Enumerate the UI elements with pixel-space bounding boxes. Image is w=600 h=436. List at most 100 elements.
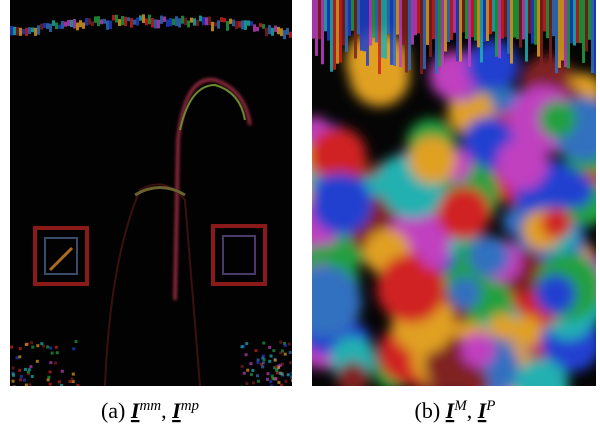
stripe (567, 0, 570, 69)
speck (55, 351, 59, 355)
speck (30, 374, 34, 378)
stripe (369, 0, 372, 46)
speck (229, 18, 232, 24)
blob (312, 172, 372, 235)
speck (91, 21, 94, 27)
speck (70, 377, 74, 381)
speck (261, 361, 265, 365)
speck (130, 18, 133, 28)
speck (58, 24, 61, 29)
texture (312, 30, 596, 386)
blob (514, 358, 569, 386)
speck (217, 20, 220, 29)
speck (100, 19, 103, 25)
stripe (465, 0, 468, 39)
speck (262, 24, 265, 29)
stripe (480, 0, 483, 63)
speck (256, 358, 260, 362)
stripe (582, 0, 585, 63)
speck (251, 368, 255, 372)
speck (175, 16, 178, 27)
speck (76, 22, 79, 31)
separator: , (467, 398, 478, 423)
speck (61, 20, 64, 29)
speck (16, 26, 19, 36)
speck (12, 385, 16, 386)
speck (79, 20, 82, 28)
stripe (546, 0, 549, 39)
speck (48, 382, 52, 386)
stripe (327, 0, 330, 41)
speck (11, 373, 15, 377)
speck (266, 377, 270, 381)
speck (290, 375, 292, 379)
stripe (471, 0, 474, 38)
stripe (588, 0, 591, 40)
stripe (450, 0, 453, 40)
speck (259, 23, 262, 28)
speck (28, 383, 32, 386)
stripe (336, 0, 339, 64)
stripe (492, 0, 495, 32)
stripe (507, 0, 510, 54)
speck (262, 341, 266, 345)
speck (279, 340, 283, 344)
speck (190, 17, 193, 23)
speck (283, 30, 286, 40)
speck (54, 345, 58, 349)
speck (274, 365, 278, 369)
speck (281, 373, 285, 377)
stripe (444, 0, 447, 52)
speck (67, 19, 70, 27)
speck (22, 28, 25, 35)
stripe (594, 0, 596, 75)
stripe (333, 0, 336, 70)
stripe (351, 0, 354, 31)
blob (538, 100, 577, 139)
speck (256, 361, 260, 365)
speck (277, 380, 281, 384)
stripe (312, 0, 315, 39)
speck (272, 349, 276, 353)
stripe (315, 0, 318, 56)
stripe (432, 0, 435, 40)
speck (268, 25, 271, 35)
speck (24, 343, 28, 347)
stripe (321, 0, 324, 65)
speck (25, 27, 28, 37)
speck (97, 16, 100, 27)
speck (52, 20, 55, 26)
speck (136, 17, 139, 26)
speck (249, 362, 253, 366)
stripe (438, 0, 441, 67)
superscript: P (485, 398, 495, 414)
speck (269, 354, 273, 358)
superscript: mp (181, 398, 200, 414)
speck (246, 368, 250, 372)
speck (275, 371, 279, 375)
speck (280, 28, 283, 37)
speck (277, 366, 281, 370)
speck (13, 26, 16, 36)
stripe (384, 0, 387, 59)
speck (252, 381, 256, 385)
stripe (330, 0, 333, 72)
speck (11, 379, 15, 383)
speck (275, 366, 279, 370)
stripe (483, 0, 486, 42)
speck (238, 21, 241, 28)
stripe (540, 0, 543, 66)
speck (283, 352, 287, 356)
blob (420, 240, 449, 269)
speck (223, 17, 226, 23)
speck (71, 372, 75, 376)
speck (82, 22, 85, 29)
image-background (10, 0, 292, 386)
speck (287, 342, 291, 346)
speck (208, 16, 211, 26)
stripe (441, 0, 444, 74)
stripe (564, 0, 567, 68)
speck (18, 368, 22, 372)
speck (47, 375, 51, 379)
blob (437, 186, 491, 240)
